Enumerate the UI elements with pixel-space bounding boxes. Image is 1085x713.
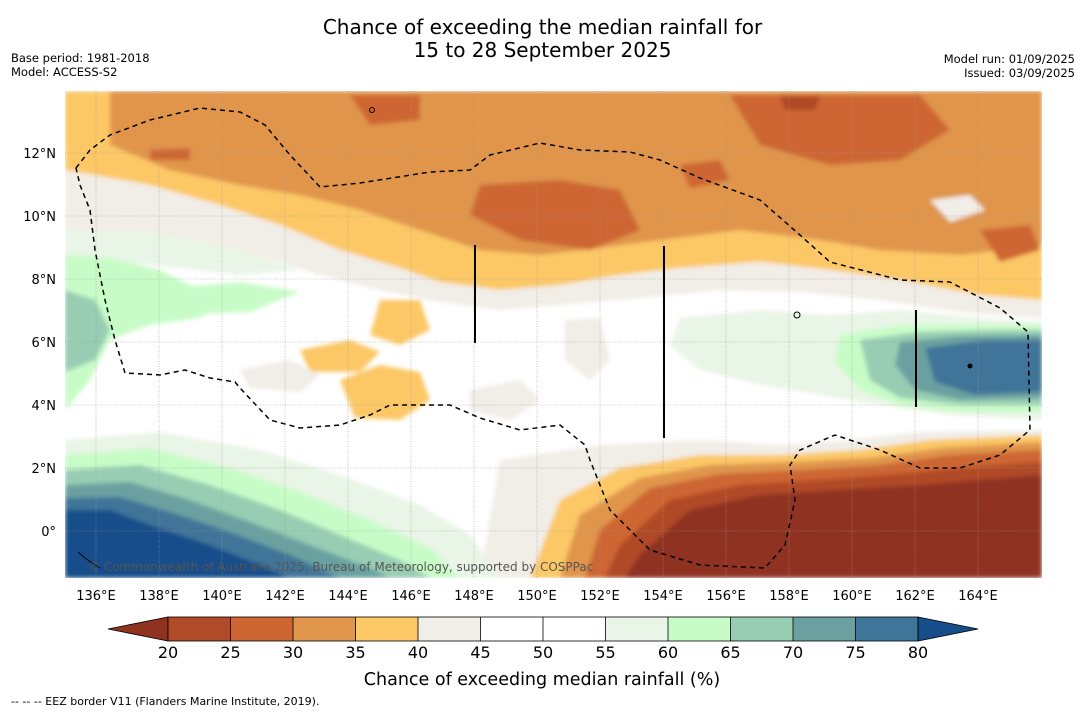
map-title-line-2: 15 to 28 September 2025 [413,38,672,62]
lon-axis-labels: 136°E 138°E 140°E 142°E 144°E 146°E 148°… [76,589,998,604]
lat-tick-label: 8°N [32,273,57,288]
lon-tick-label: 144°E [328,589,368,604]
lat-tick-label: 6°N [32,336,57,351]
lon-tick-label: 164°E [958,589,998,604]
eez-footnote: -- -- -- EEZ border V11 (Flanders Marine… [11,695,320,708]
colorbar-tick-label: 45 [470,643,490,662]
lon-tick-label: 152°E [580,589,620,604]
rainfall-field [65,91,1042,578]
colorbar-extend-low [107,616,169,642]
colorbar-swatch [543,617,606,641]
model-run-label: Model run: 01/09/2025 [943,52,1075,66]
colorbar-swatch [605,617,668,641]
graticule [65,91,1042,578]
colorbar-tick-label: 60 [658,643,678,662]
eez-border [75,107,1031,569]
lon-tick-label: 160°E [832,589,872,604]
lon-tick-label: 158°E [769,589,809,604]
colorbar-tick-label: 35 [345,643,365,662]
colorbar-tick-label: 20 [158,643,178,662]
lon-tick-label: 142°E [265,589,305,604]
lat-tick-label: 10°N [23,210,56,225]
colorbar-swatch [668,617,731,641]
issued-label: Issued: 03/09/2025 [964,66,1075,80]
colorbar-swatch [855,617,918,641]
lon-tick-label: 148°E [454,589,494,604]
colorbar-swatch [168,617,231,641]
model-label: Model: ACCESS-S2 [11,65,118,79]
island-marker [793,311,801,319]
lon-tick-label: 162°E [895,589,935,604]
lat-tick-label: 2°N [32,462,57,477]
colorbar-tick-label: 40 [408,643,428,662]
island-chain [77,551,101,569]
colorbar-title: Chance of exceeding median rainfall (%) [364,670,720,690]
lon-tick-label: 136°E [76,589,116,604]
colorbar-swatch [418,617,481,641]
meta-right: Model run: 01/09/2025 Issued: 03/09/2025 [944,52,1075,80]
copyright-text: © Commonwealth of Australia 2025, Bureau… [88,560,593,574]
meta-left: Base period: 1981-2018 Model: ACCESS-S2 [11,51,150,79]
lon-tick-label: 138°E [139,589,179,604]
lon-tick-label: 146°E [391,589,431,604]
lon-tick-label: 150°E [517,589,557,604]
colorbar-tick-label: 80 [908,643,928,662]
lat-tick-label: 0° [41,525,56,540]
lat-tick-label: 12°N [23,147,56,162]
colorbar-swatch [230,617,293,641]
map-title-line-1: Chance of exceeding the median rainfall … [322,15,763,39]
colorbar-tick-label: 70 [783,643,803,662]
lon-tick-label: 156°E [706,589,746,604]
colorbar-tick-label: 30 [283,643,303,662]
colorbar-swatch [730,617,793,641]
colorbar-extend-high [917,616,979,642]
colorbar: 20 25 30 35 40 45 50 55 60 65 70 75 80 C… [107,616,979,690]
island-marker [369,107,375,113]
colorbar-swatch [793,617,856,641]
colorbar-tick-label: 25 [220,643,240,662]
colorbar-tick-label: 50 [533,643,553,662]
lon-tick-label: 154°E [643,589,683,604]
lat-tick-label: 4°N [32,399,57,414]
lat-axis-labels: 0° 2°N 4°N 6°N 8°N 10°N 12°N [23,147,56,540]
map-area[interactable]: © Commonwealth of Australia 2025, Bureau… [65,91,1042,578]
colorbar-swatch [480,617,543,641]
colorbar-tick-label: 65 [720,643,740,662]
colorbar-swatch [293,617,356,641]
island-marker [967,363,973,369]
base-period-label: Base period: 1981-2018 [11,51,150,65]
colorbar-tick-label: 55 [595,643,615,662]
colorbar-swatch [355,617,418,641]
colorbar-tick-label: 75 [845,643,865,662]
lon-tick-label: 140°E [202,589,242,604]
